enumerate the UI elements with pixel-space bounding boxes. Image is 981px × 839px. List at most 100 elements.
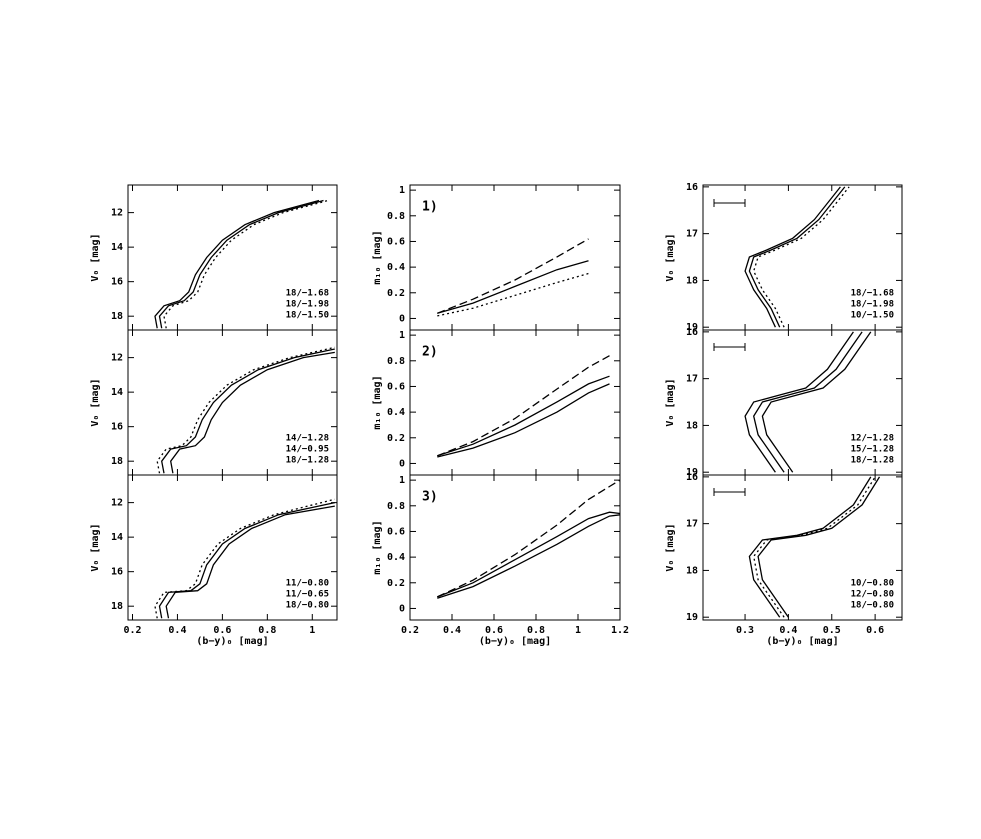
y-tick-label: 1	[399, 185, 405, 196]
isochrone	[170, 351, 335, 474]
y-tick-label: 16	[686, 327, 698, 338]
y-tick-label: 18	[111, 601, 123, 612]
legend-entry: 14/−1.28	[286, 434, 329, 444]
legend-entry: 10/−1.50	[851, 311, 894, 321]
y-axis-label: V₀ [mag]	[665, 523, 676, 571]
legend-entry: 15/−1.28	[851, 445, 894, 455]
legend-entry: 11/−0.65	[286, 590, 329, 600]
y-tick-label: 0.6	[387, 236, 405, 247]
isochrone	[163, 199, 329, 329]
x-axis-label: (b−y)₀ [mag]	[479, 636, 551, 647]
panel-frame	[702, 474, 903, 621]
y-tick-label: 0.2	[387, 288, 405, 299]
y-axis-label: m₁₀ [mag]	[372, 230, 383, 284]
legend-entry: 18/−1.98	[851, 300, 894, 310]
legend-entry: 11/−0.80	[286, 579, 329, 589]
y-tick-label: 14	[111, 532, 123, 543]
x-tick-label: 1	[575, 625, 581, 636]
panel-frame	[409, 184, 621, 331]
y-axis-label: V₀ [mag]	[665, 378, 676, 426]
y-axis-label: V₀ [mag]	[90, 233, 101, 281]
isochrone	[437, 479, 621, 598]
isochrone	[761, 331, 872, 473]
legend-entry: 18/−1.50	[286, 311, 329, 321]
panel-tag: 3)	[422, 490, 438, 505]
x-tick-label: 0.3	[736, 625, 754, 636]
y-tick-label: 16	[111, 277, 123, 288]
y-tick-label: 19	[686, 322, 698, 333]
x-tick-label: 0.4	[443, 625, 461, 636]
y-tick-label: 18	[686, 275, 698, 286]
y-axis-label: V₀ [mag]	[665, 233, 676, 281]
y-tick-label: 14	[111, 242, 123, 253]
y-tick-label: 0.4	[387, 552, 405, 563]
y-tick-label: 12	[111, 353, 123, 364]
legend-entry: 10/−0.80	[851, 579, 894, 589]
x-tick-label: 0.6	[866, 625, 884, 636]
isochrone	[158, 199, 324, 329]
panel-frame	[127, 474, 338, 621]
x-tick-label: 0.8	[258, 625, 276, 636]
isochrone	[437, 355, 610, 457]
y-tick-label: 0.2	[387, 578, 405, 589]
y-tick-label: 17	[686, 229, 698, 240]
legend-entry: 14/−0.95	[286, 445, 329, 455]
isochrone	[437, 260, 589, 314]
y-tick-label: 0.8	[387, 356, 405, 367]
y-tick-label: 0	[399, 458, 405, 469]
x-tick-label: 0.8	[527, 625, 545, 636]
y-tick-label: 0.2	[387, 433, 405, 444]
isochrone	[753, 331, 863, 473]
legend-entry: 18/−1.68	[851, 289, 894, 299]
isochrone	[154, 199, 320, 329]
y-tick-label: 18	[111, 456, 123, 467]
isochrone	[437, 514, 621, 599]
isochrone	[437, 511, 621, 598]
isochrone	[748, 186, 846, 328]
error-bar	[713, 199, 746, 496]
x-tick-label: 1	[309, 625, 315, 636]
y-axis-label: V₀ [mag]	[90, 378, 101, 426]
y-tick-label: 16	[111, 422, 123, 433]
legend-entry: 18/−1.98	[286, 300, 329, 310]
isochrone	[744, 331, 854, 473]
y-tick-label: 12	[111, 498, 123, 509]
y-tick-label: 1	[399, 475, 405, 486]
panel-frame	[409, 329, 621, 476]
panel-tag: 1)	[422, 200, 438, 215]
y-tick-label: 0.6	[387, 526, 405, 537]
x-axis-label: (b−y)₀ [mag]	[196, 636, 268, 647]
x-tick-label: 0.6	[213, 625, 231, 636]
isochrone	[161, 348, 335, 474]
panel-frame	[409, 474, 621, 621]
y-axis-label: m₁₀ [mag]	[372, 520, 383, 574]
legend-entry: 18/−1.68	[286, 289, 329, 299]
isochrone	[437, 375, 610, 457]
isochrone	[437, 383, 610, 458]
y-tick-label: 17	[686, 519, 698, 530]
isochrone	[744, 186, 841, 328]
isochrone	[748, 476, 872, 618]
y-axis-label: V₀ [mag]	[90, 523, 101, 571]
y-tick-label: 0.6	[387, 381, 405, 392]
y-axis-label: m₁₀ [mag]	[372, 375, 383, 429]
isochrone	[437, 272, 589, 317]
isochrone	[165, 505, 335, 619]
y-tick-label: 16	[686, 182, 698, 193]
y-tick-label: 18	[686, 420, 698, 431]
y-tick-label: 12	[111, 208, 123, 219]
isochrone	[757, 476, 881, 618]
y-tick-label: 0.8	[387, 501, 405, 512]
x-tick-label: 0.5	[823, 625, 841, 636]
x-axis-label: (b−y)₀ [mag]	[766, 636, 838, 647]
isochrone	[154, 498, 335, 619]
x-tick-label: 0.4	[779, 625, 797, 636]
y-tick-label: 18	[686, 565, 698, 576]
isochrone	[753, 186, 850, 328]
y-tick-label: 0.4	[387, 262, 405, 273]
x-tick-label: 0.6	[485, 625, 503, 636]
y-tick-label: 1	[399, 330, 405, 341]
y-tick-label: 0.8	[387, 211, 405, 222]
y-tick-label: 18	[111, 311, 123, 322]
